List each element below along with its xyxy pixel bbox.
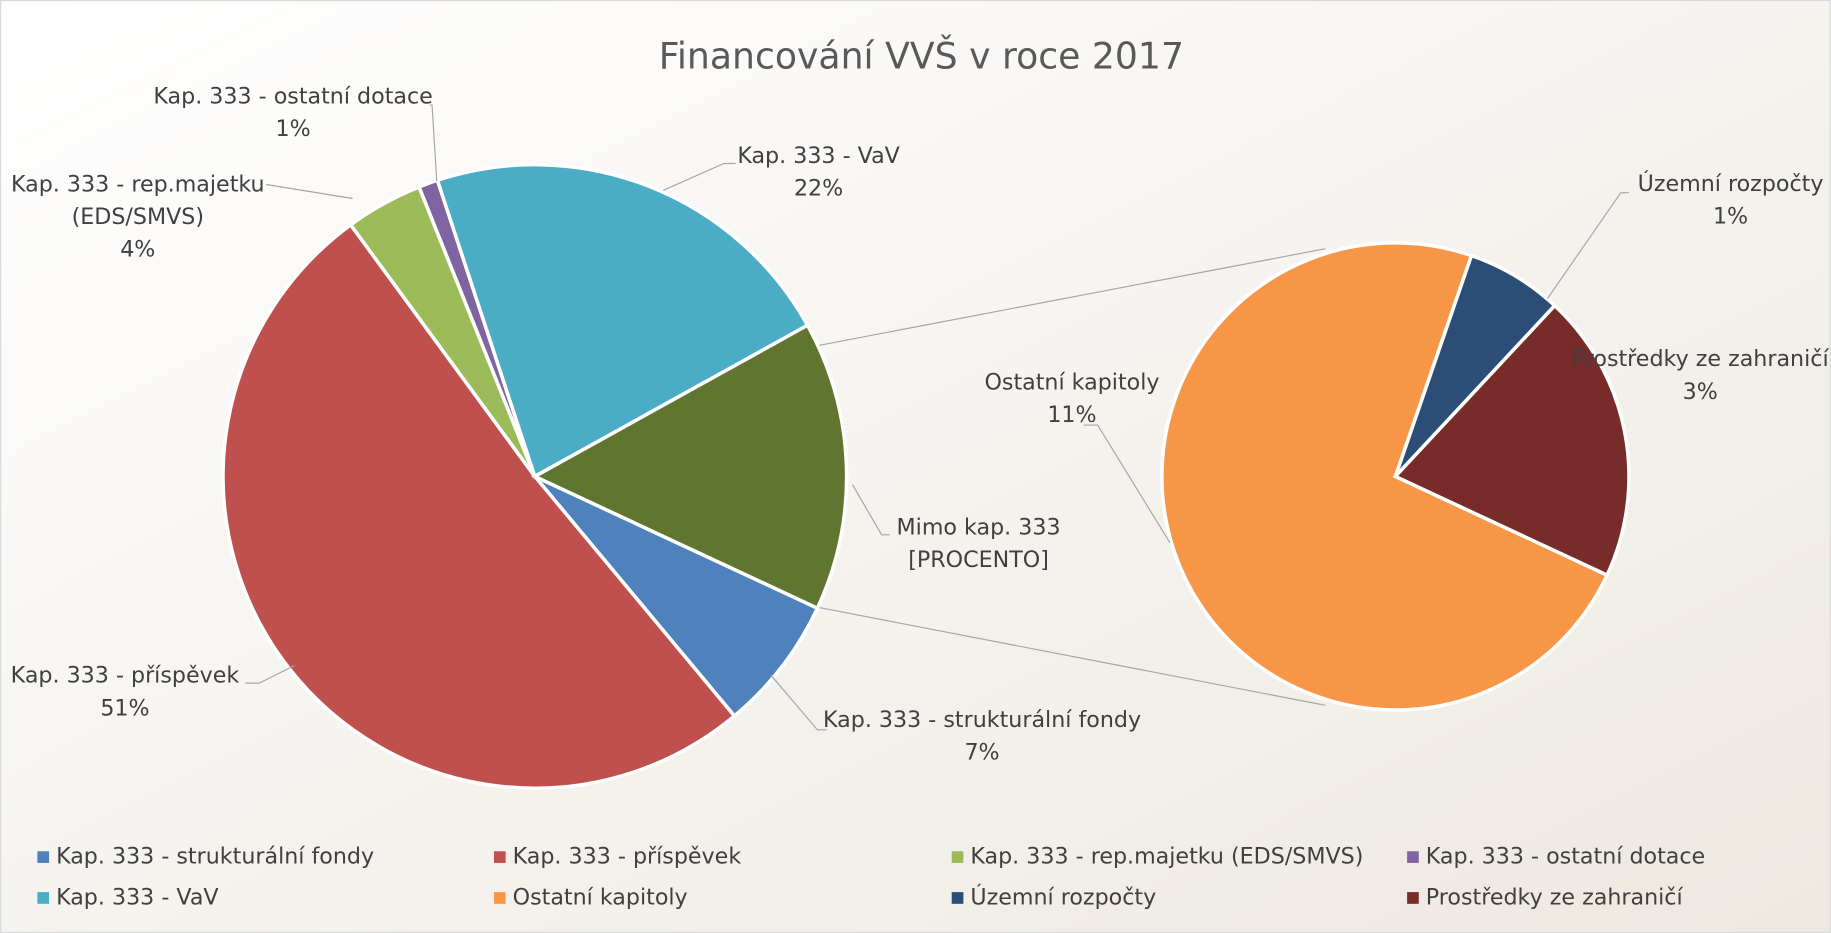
legend-swatch [951, 851, 964, 863]
leader-line [663, 162, 736, 191]
data-label-value: 11% [1047, 402, 1096, 428]
data-label-value: 1% [276, 116, 311, 142]
legend-swatch [951, 892, 964, 904]
data-label-value: 22% [794, 176, 843, 202]
leader-line [266, 183, 353, 200]
legend-label: Kap. 333 - strukturální fondy [56, 844, 374, 870]
data-label-name: Mimo kap. 333 [897, 514, 1061, 540]
pie-slice [435, 162, 810, 479]
legend-label: Kap. 333 - rep.majetku (EDS/SMVS) [970, 844, 1363, 870]
label-line: Kap. 333 - rep.majetku [11, 171, 265, 197]
data-label-value: 4% [120, 236, 155, 262]
data-label-name: Kap. 333 - VaV [737, 143, 900, 169]
legend-label: Kap. 333 - VaV [56, 884, 219, 910]
legend-swatch [493, 892, 506, 904]
legend-label: Územní rozpočty [970, 882, 1156, 910]
pie-slice [1160, 241, 1610, 712]
data-label-value: 1% [1713, 204, 1748, 230]
legend-swatch [37, 892, 50, 904]
leader-line [1083, 424, 1171, 544]
label-line: (EDS/SMVS) [72, 204, 204, 230]
data-label-name: Územní rozpočty [1638, 169, 1824, 197]
pie-slice [533, 474, 820, 719]
legend-swatch [37, 851, 50, 863]
leader-line [851, 484, 890, 536]
legend-label: Kap. 333 - příspěvek [513, 844, 742, 870]
legend-label: Kap. 333 - ostatní dotace [1426, 844, 1705, 870]
data-label-value: 51% [100, 695, 149, 721]
leader-line [1546, 192, 1629, 300]
data-label-name: Kap. 333 - ostatní dotace [153, 83, 432, 109]
data-label-name: Prostředky ze zahraničí [1572, 346, 1830, 372]
data-label-name: Kap. 333 - rep.majetku (EDS/SMVS) [11, 171, 265, 230]
data-label-value: 3% [1683, 379, 1718, 405]
chart-title: Financování VVŠ v roce 2017 [659, 34, 1184, 77]
legend-label: Ostatní kapitoly [513, 884, 688, 910]
data-label-name: Kap. 333 - strukturální fondy [823, 707, 1141, 733]
legend-swatch [493, 851, 506, 863]
pie-slice [1392, 303, 1631, 578]
legend-swatch [1407, 892, 1419, 904]
pie-slice [530, 322, 849, 611]
data-label-value: 7% [964, 740, 999, 766]
leader-line [429, 104, 438, 182]
connector [817, 248, 1326, 347]
leader-line [245, 665, 295, 684]
leader-line [770, 674, 827, 731]
data-label-name: Ostatní kapitoly [984, 370, 1159, 396]
connector [817, 606, 1326, 706]
legend-swatch [1407, 851, 1419, 863]
legend-label: Prostředky ze zahraničí [1426, 884, 1684, 910]
data-label-name: Kap. 333 - příspěvek [11, 663, 240, 689]
data-label-value: [PROCENTO] [908, 547, 1049, 573]
